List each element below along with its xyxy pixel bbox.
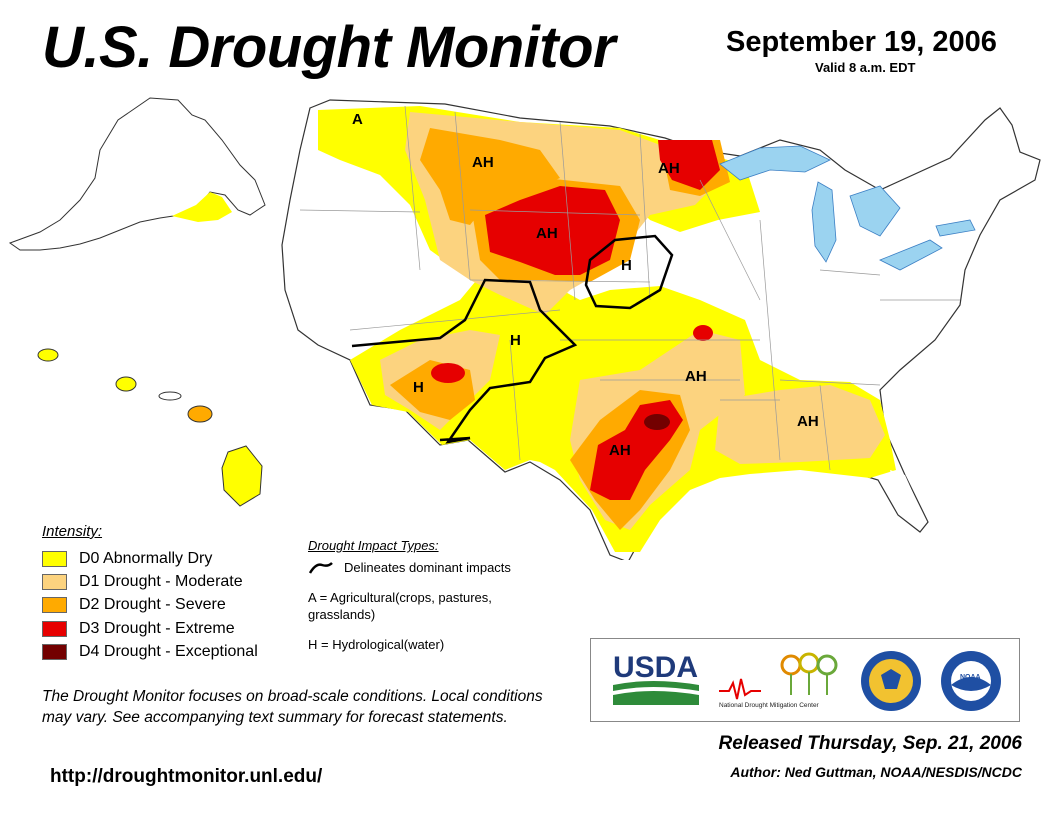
legend-title: Intensity:	[42, 523, 103, 540]
legend-item-d3: D3 Drought - Extreme	[42, 619, 235, 639]
hawaii-island-molokai	[158, 391, 182, 401]
state-borders	[299, 105, 960, 471]
impact-boundary-southwest	[351, 278, 578, 444]
lake-superior	[719, 145, 831, 181]
impact-agricultural-label: A = Agricultural(crops, pastures, grassl…	[308, 590, 492, 622]
map-label-ah-minnesota: AH	[658, 160, 680, 177]
usda-logo: USDA	[613, 651, 699, 705]
legend-item-d2: D2 Drought - Severe	[42, 595, 226, 615]
legend-label-d4: D4 Drought - Exceptional	[79, 643, 258, 660]
map-label-h-arizona: H	[413, 379, 424, 396]
d3-region-arizona	[431, 363, 465, 383]
noaa-logo-text: NOAA	[960, 674, 981, 681]
d3-region-missouri	[693, 325, 713, 341]
impact-boundary-nebraska	[584, 234, 674, 310]
map-label-ah-southeast: AH	[797, 413, 819, 430]
impact-hydrological-label: H = Hydrological(water)	[308, 637, 445, 652]
map-label-a-northwest: A	[352, 111, 363, 128]
map-title: U.S. Drought Monitor	[42, 15, 616, 80]
legend-label-d3: D3 Drought - Extreme	[79, 620, 235, 637]
d3-region-mn	[658, 140, 720, 190]
legend-label-d0: D0 Abnormally Dry	[79, 550, 213, 567]
usda-logo-text: USDA	[613, 651, 698, 684]
doc-seal-logo	[861, 651, 921, 711]
alaska-d0-region	[172, 192, 232, 222]
map-label-h-nebraska: H	[621, 257, 632, 274]
alaska-outline	[8, 97, 266, 251]
map-label-ah-arkansas: AH	[685, 368, 707, 385]
map-label-ah-south-dakota: AH	[536, 225, 558, 242]
logos-strip: USDA National Drought Mitigation Center …	[613, 651, 1001, 711]
d3-region-dakotas-mt	[485, 186, 620, 275]
legend-swatch-d0	[42, 551, 67, 567]
lake-michigan	[811, 181, 837, 263]
impact-line-icon	[308, 561, 333, 574]
legend-swatch-d3	[42, 621, 67, 637]
legend-item-d1: D1 Drought - Moderate	[42, 572, 243, 592]
ndmc-logo: National Drought Mitigation Center	[719, 652, 838, 709]
ndmc-logo-text: National Drought Mitigation Center	[719, 702, 820, 709]
author-line: Author: Ned Guttman, NOAA/NESDIS/NCDC	[730, 764, 1022, 780]
lake-ontario	[935, 219, 976, 237]
impact-line-legend: Delineates dominant impacts	[308, 560, 511, 575]
legend-item-d4: D4 Drought - Exceptional	[42, 642, 258, 662]
legend-swatch-d1	[42, 574, 67, 590]
disclaimer-text: The Drought Monitor focuses on broad-sca…	[42, 688, 543, 726]
website-url[interactable]: http://droughtmonitor.unl.edu/	[50, 766, 323, 787]
map-date: September 19, 2006	[726, 26, 997, 58]
hawaii-island-oahu	[115, 376, 137, 392]
legend-item-d0: D0 Abnormally Dry	[42, 549, 212, 569]
legend-label-d2: D2 Drought - Severe	[79, 596, 226, 613]
map-label-h-colorado: H	[510, 332, 521, 349]
impact-types-title: Drought Impact Types:	[308, 538, 439, 553]
legend-label-d1: D1 Drought - Moderate	[79, 573, 243, 590]
release-date: Released Thursday, Sep. 21, 2006	[718, 733, 1022, 754]
hawaii-island-maui	[187, 405, 213, 423]
hawaii-island-kauai	[37, 348, 59, 362]
map-label-ah-texas: AH	[609, 442, 631, 459]
d0-region-florida	[890, 470, 925, 528]
noaa-logo: NOAA	[941, 651, 1001, 711]
d1-region-southeast	[715, 385, 885, 464]
legend-swatch-d2	[42, 597, 67, 613]
d4-region-oklahoma	[644, 414, 670, 430]
partner-logos: USDA National Drought Mitigation Center …	[590, 638, 1020, 722]
map-label-ah-montana: AH	[472, 154, 494, 171]
legend-swatch-d4	[42, 644, 67, 660]
lake-huron	[849, 185, 901, 237]
lake-erie	[879, 239, 943, 271]
drought-map: A AH AH AH H H H AH AH AH	[8, 97, 1041, 560]
valid-time: Valid 8 a.m. EDT	[815, 60, 916, 75]
d2-region-montana	[420, 128, 560, 225]
hawaii-island-big	[221, 445, 263, 507]
impact-line-label: Delineates dominant impacts	[344, 560, 511, 575]
